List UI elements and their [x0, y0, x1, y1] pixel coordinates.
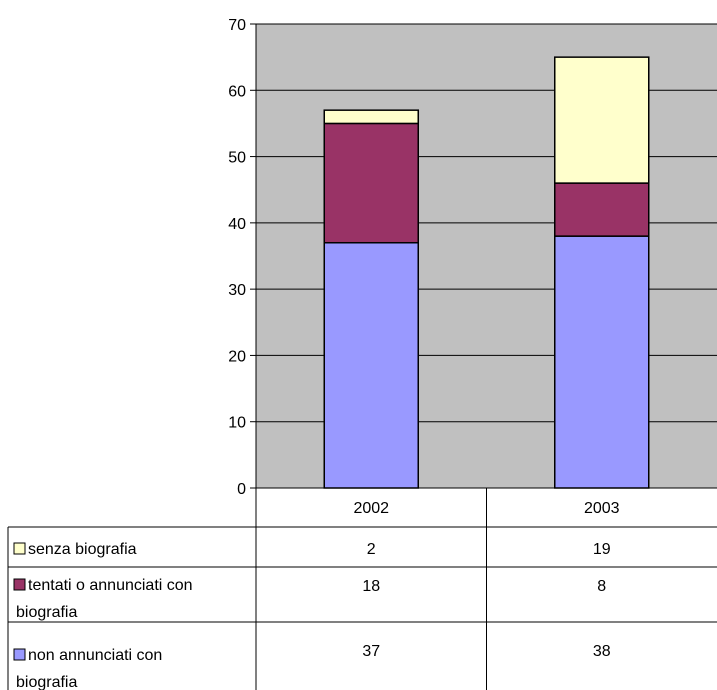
x-category-label: 2003 [584, 500, 620, 517]
y-tick-label: 70 [228, 17, 246, 34]
data-label: 19 [593, 541, 611, 558]
bar-segment [323, 122, 419, 244]
legend-key [13, 542, 26, 555]
plot-area: 0 10 20 30 40 50 60 70 [228, 17, 717, 498]
y-tick-label: 20 [228, 348, 246, 365]
data-label: 38 [593, 643, 611, 660]
y-tick-label: 50 [228, 150, 246, 167]
x-category-label: 2002 [353, 500, 389, 517]
bar-segment [554, 56, 650, 184]
bar-segment [554, 182, 650, 237]
legend-label: tentati o annunciati con [28, 577, 193, 594]
y-tick-label: 40 [228, 216, 246, 233]
y-tick-label: 30 [228, 282, 246, 299]
data-table: 2002 2003 senza biografia 2 19 tentati o annu… [7, 487, 717, 690]
y-tick-label: 0 [237, 481, 246, 498]
data-label: 8 [597, 578, 606, 595]
legend-key [13, 578, 26, 591]
y-tick-label: 60 [228, 83, 246, 100]
y-tick-label: 10 [228, 415, 246, 432]
legend-key [13, 648, 26, 661]
data-label: 37 [362, 643, 380, 660]
legend-label-line2: biografia [16, 604, 77, 621]
legend-label-line2: biografia [16, 674, 77, 690]
data-label: 2 [367, 541, 376, 558]
legend-label: non annunciati con [28, 647, 162, 664]
legend-label: senza biografia [28, 541, 137, 558]
bar-segment [323, 109, 419, 125]
bar-segment [323, 241, 419, 489]
bar-segment [554, 235, 650, 489]
data-label: 18 [362, 578, 380, 595]
